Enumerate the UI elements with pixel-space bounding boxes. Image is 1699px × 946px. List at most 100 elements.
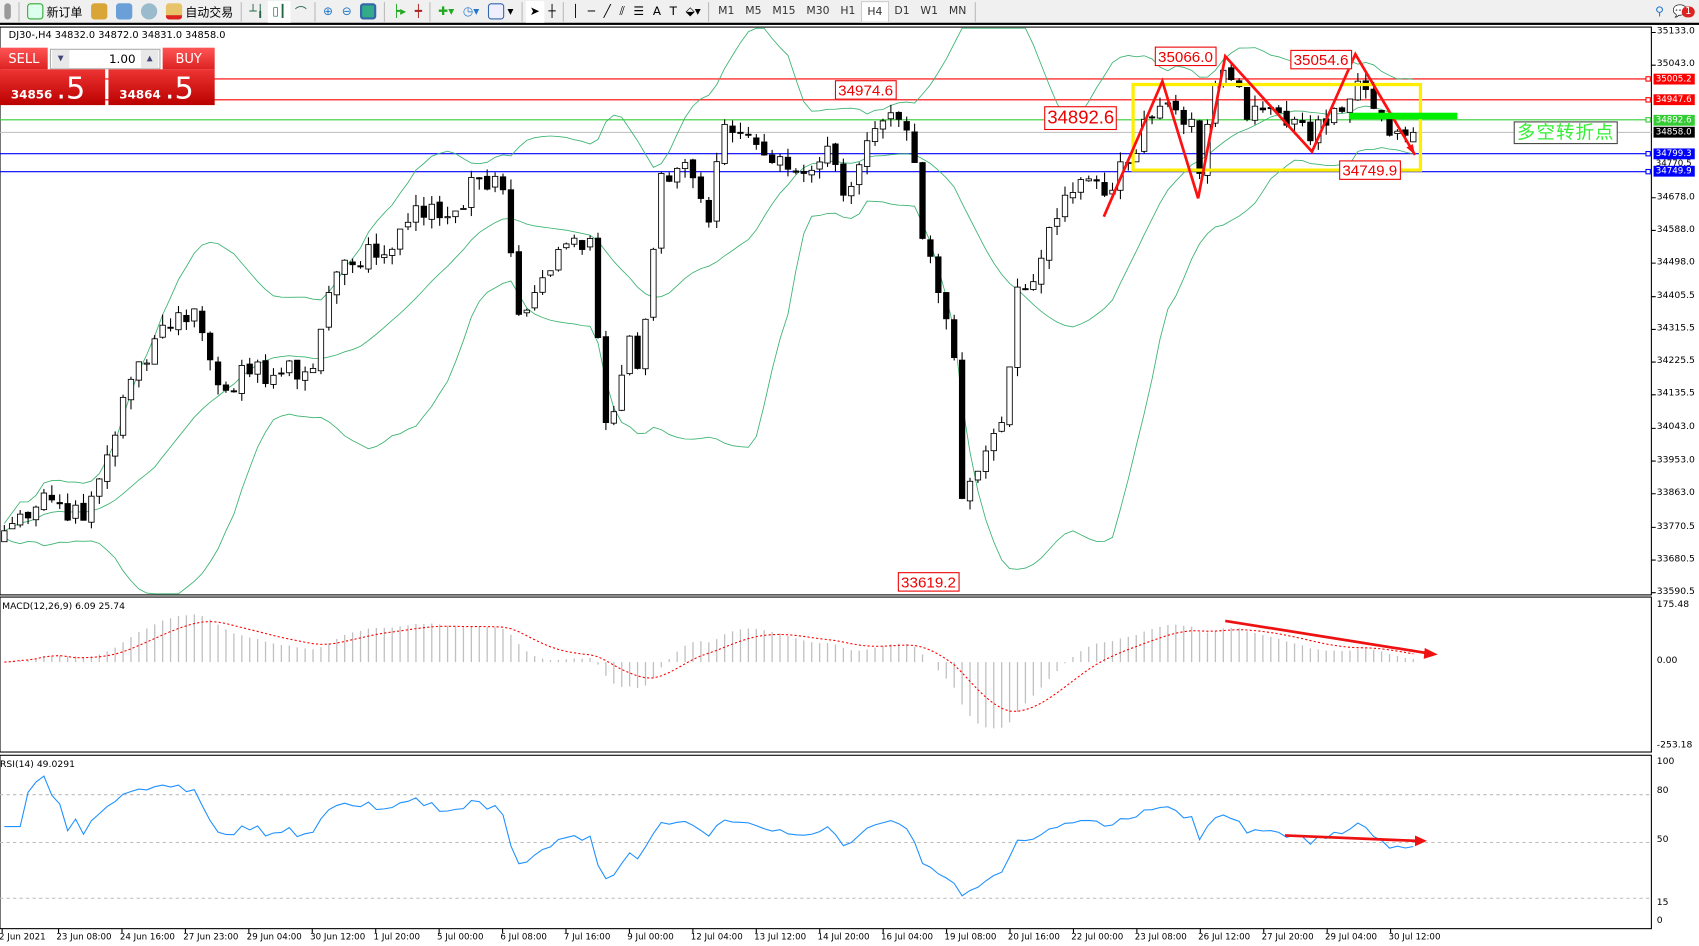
fibonacci-button[interactable]: ☰ bbox=[629, 1, 648, 23]
timeframe-w1[interactable]: W1 bbox=[920, 4, 939, 17]
candle bbox=[167, 318, 174, 332]
candle-body bbox=[199, 310, 206, 334]
toolbar-separator bbox=[429, 1, 431, 22]
candle bbox=[1030, 274, 1037, 291]
sell-button[interactable]: SELL bbox=[0, 47, 48, 70]
autoscroll-icon: ┝▸ bbox=[392, 4, 407, 19]
line-handle[interactable] bbox=[1645, 76, 1651, 82]
arrows-icon: ⬙▾ bbox=[685, 4, 701, 19]
buy-price[interactable]: 34864.5 bbox=[108, 69, 215, 106]
line-handle[interactable] bbox=[1645, 168, 1651, 175]
zoom-in-button[interactable]: ⊕ bbox=[319, 1, 338, 23]
timeframe-m15[interactable]: M15 bbox=[772, 4, 796, 17]
bar-chart-button[interactable]: ┴╽ bbox=[245, 1, 268, 23]
lot-increase-button[interactable]: ▲ bbox=[140, 49, 159, 69]
templates-button[interactable]: ▾ bbox=[484, 1, 518, 23]
pivot-point-label[interactable]: 多空转折点 bbox=[1513, 121, 1618, 145]
market-watch-button[interactable] bbox=[112, 1, 137, 23]
candle-body bbox=[761, 141, 768, 156]
candle-body bbox=[911, 131, 918, 163]
arrows-button[interactable]: ⬙▾ bbox=[681, 1, 705, 23]
timeframe-h1[interactable]: H1 bbox=[840, 4, 856, 17]
candle bbox=[222, 381, 230, 393]
candle-body bbox=[309, 368, 317, 374]
zoom-out-button[interactable]: ⊖ bbox=[337, 1, 356, 23]
macd-divergence-arrow[interactable] bbox=[1225, 619, 1430, 655]
candle bbox=[159, 314, 166, 339]
line-chart-button[interactable]: ⌒ bbox=[291, 1, 312, 23]
candle bbox=[396, 228, 404, 256]
timeframe-m1[interactable]: M1 bbox=[718, 4, 735, 17]
candle bbox=[1354, 73, 1362, 101]
gold-button[interactable] bbox=[87, 1, 112, 23]
candlestick-button[interactable]: ▯┃ bbox=[268, 0, 291, 23]
candle bbox=[515, 245, 522, 316]
add-indicator-button[interactable]: ✚▾ bbox=[434, 1, 459, 23]
date-label: 23 Jun 08:00 bbox=[56, 931, 112, 942]
search-button[interactable]: ⚲ bbox=[1651, 1, 1668, 23]
tile-windows-button[interactable] bbox=[356, 1, 381, 23]
candle bbox=[863, 132, 871, 175]
price-tag: 34858.0 bbox=[1653, 126, 1695, 138]
candle bbox=[254, 359, 261, 383]
candle bbox=[768, 149, 776, 164]
price-annotation[interactable]: 35054.6 bbox=[1290, 49, 1352, 70]
rsi-divergence-arrow[interactable] bbox=[1284, 834, 1418, 843]
timeframe-mn[interactable]: MN bbox=[948, 4, 967, 17]
equidistant-channel-icon: ⫽ bbox=[619, 3, 625, 18]
crosshair-button[interactable]: ┼ bbox=[544, 1, 560, 23]
buy-button[interactable]: BUY bbox=[162, 47, 215, 70]
timeframe-d1[interactable]: D1 bbox=[894, 4, 910, 17]
candle-body bbox=[689, 159, 697, 179]
trendline-button[interactable]: ╱ bbox=[599, 1, 615, 23]
text-label-button[interactable]: T bbox=[665, 1, 681, 23]
candle bbox=[824, 136, 831, 167]
autoscroll-button[interactable]: ┝▸ bbox=[389, 1, 411, 23]
cursor-button[interactable]: ➤ bbox=[525, 0, 545, 23]
zoom-out-icon: ⊖ bbox=[341, 4, 352, 19]
horizontal-line-button[interactable]: ─ bbox=[583, 1, 599, 23]
candle bbox=[626, 335, 633, 376]
price-annotation[interactable]: 34892.6 bbox=[1044, 106, 1118, 131]
candle-body bbox=[1046, 227, 1053, 261]
candle bbox=[856, 162, 863, 195]
channel-button[interactable]: ⫽ bbox=[615, 1, 629, 23]
lot-decrease-button[interactable]: ▼ bbox=[52, 49, 70, 69]
zoom-corner-icon[interactable] bbox=[0, 1, 15, 23]
candle-body bbox=[159, 324, 166, 338]
price-annotation[interactable]: 34974.6 bbox=[834, 80, 897, 100]
auto-trading-label: 自动交易 bbox=[185, 4, 234, 19]
line-handle[interactable] bbox=[1645, 150, 1651, 157]
candle-body bbox=[808, 169, 815, 176]
signals-button[interactable] bbox=[137, 1, 162, 23]
price-annotation[interactable]: 35066.0 bbox=[1154, 46, 1217, 67]
candle-body bbox=[523, 309, 530, 314]
price-annotation[interactable]: 34749.9 bbox=[1339, 160, 1401, 180]
candle-body bbox=[1228, 67, 1235, 80]
pivot-marker-bar[interactable] bbox=[1348, 112, 1458, 120]
candle bbox=[697, 172, 705, 203]
chart-shift-button[interactable]: ┿ bbox=[410, 1, 426, 23]
periods-button[interactable]: ◷▾ bbox=[459, 1, 484, 23]
notifications-button[interactable]: 💬 1 bbox=[1668, 1, 1699, 23]
timeframe-m5[interactable]: M5 bbox=[745, 4, 762, 17]
price-annotation[interactable]: 33619.2 bbox=[897, 572, 960, 592]
date-label: 7 Jul 16:00 bbox=[563, 931, 611, 942]
candle-body bbox=[420, 205, 427, 218]
auto-trading-button[interactable]: 自动交易 bbox=[162, 1, 238, 23]
text-button[interactable]: A bbox=[648, 1, 665, 23]
date-label: 27 Jun 23:00 bbox=[183, 931, 239, 942]
sell-price[interactable]: 34856.5 bbox=[0, 69, 106, 106]
line-handle[interactable] bbox=[1645, 117, 1651, 123]
new-order-button[interactable]: 新订单 bbox=[23, 1, 87, 23]
range-box[interactable] bbox=[1131, 82, 1423, 172]
lot-size-input[interactable]: 1.00 bbox=[49, 48, 161, 70]
zigzag-pattern-line[interactable] bbox=[1102, 51, 1417, 218]
line-handle[interactable] bbox=[1645, 97, 1651, 103]
vertical-line-button[interactable]: │ bbox=[568, 1, 584, 23]
arrow-head-icon bbox=[1423, 647, 1438, 659]
timeframe-m30[interactable]: M30 bbox=[806, 4, 830, 17]
timeframe-h4[interactable]: H4 bbox=[860, 0, 889, 23]
